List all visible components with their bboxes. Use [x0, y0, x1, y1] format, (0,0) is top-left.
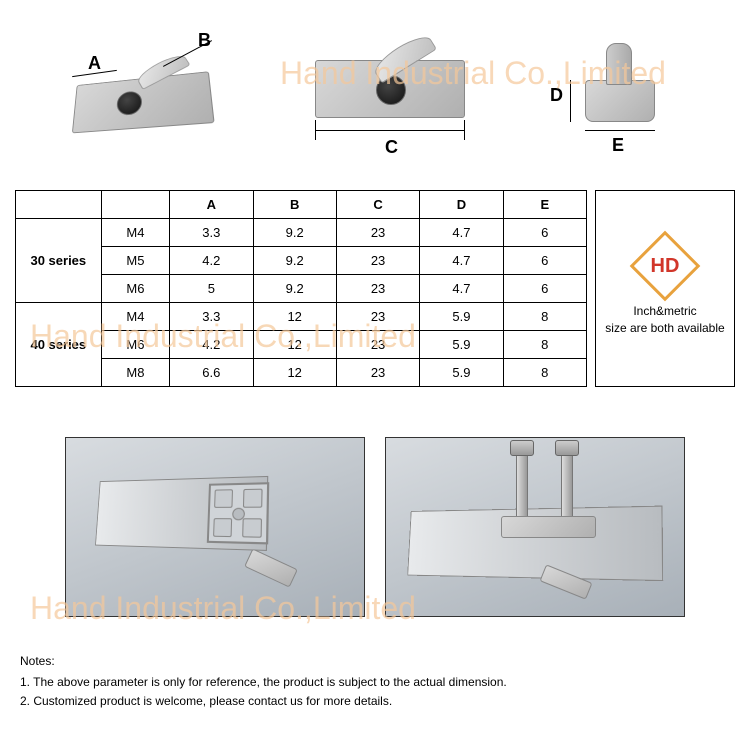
cell: 12: [253, 359, 336, 387]
notes-title: Notes:: [20, 652, 730, 671]
cell: 23: [336, 219, 419, 247]
diagram-view-ab: A B: [60, 25, 240, 145]
cell: 4.7: [420, 219, 503, 247]
series-cell: 30 series: [16, 219, 102, 303]
dim-label-c: C: [385, 137, 398, 158]
col-header: B: [253, 191, 336, 219]
dim-label-e: E: [612, 135, 624, 156]
cell: 9.2: [253, 219, 336, 247]
cell: 23: [336, 275, 419, 303]
cell: 8: [503, 303, 586, 331]
cell: M5: [101, 247, 170, 275]
side-line2: size are both available: [605, 320, 724, 337]
note-item: 2. Customized product is welcome, please…: [20, 692, 730, 711]
cell: 12: [253, 331, 336, 359]
cell: M4: [101, 219, 170, 247]
table-row: M8 6.6 12 23 5.9 8: [16, 359, 587, 387]
table-row: 40 series M4 3.3 12 23 5.9 8: [16, 303, 587, 331]
cell: 6: [503, 247, 586, 275]
logo-text: HD: [651, 254, 680, 277]
cell: 5.9: [420, 331, 503, 359]
cell: 5.9: [420, 303, 503, 331]
notes-section: Notes: 1. The above parameter is only fo…: [0, 637, 750, 712]
table-row: M6 5 9.2 23 4.7 6: [16, 275, 587, 303]
cell: 4.2: [170, 247, 253, 275]
application-photos: [0, 387, 750, 637]
cell: 9.2: [253, 247, 336, 275]
cell: M8: [101, 359, 170, 387]
photo-right: [385, 437, 685, 617]
cell: 3.3: [170, 219, 253, 247]
col-header: E: [503, 191, 586, 219]
cell: 23: [336, 331, 419, 359]
dim-label-d: D: [550, 85, 563, 106]
cell: 5: [170, 275, 253, 303]
side-line1: Inch&metric: [605, 303, 724, 320]
diagram-view-de: D E: [540, 25, 690, 145]
table-row: 30 series M4 3.3 9.2 23 4.7 6: [16, 219, 587, 247]
cell: 9.2: [253, 275, 336, 303]
cell: 23: [336, 303, 419, 331]
col-header: C: [336, 191, 419, 219]
cell: 8: [503, 331, 586, 359]
col-header: [16, 191, 102, 219]
diagram-view-c: C: [300, 25, 480, 145]
note-item: 1. The above parameter is only for refer…: [20, 673, 730, 692]
photo-left: [65, 437, 365, 617]
dimension-diagrams: A B C D E: [0, 0, 750, 180]
spec-table-section: A B C D E 30 series M4 3.3 9.2 23 4.7 6 …: [0, 190, 750, 387]
cell: M4: [101, 303, 170, 331]
cell: 3.3: [170, 303, 253, 331]
logo-icon: HD: [630, 230, 701, 301]
cell: 6: [503, 219, 586, 247]
cell: 6.6: [170, 359, 253, 387]
availability-box: HD Inch&metric size are both available: [595, 190, 735, 387]
cell: 8: [503, 359, 586, 387]
cell: 6: [503, 275, 586, 303]
cell: M6: [101, 331, 170, 359]
col-header: A: [170, 191, 253, 219]
cell: 23: [336, 359, 419, 387]
table-row: M6 4.2 12 23 5.9 8: [16, 331, 587, 359]
cell: M6: [101, 275, 170, 303]
spec-table: A B C D E 30 series M4 3.3 9.2 23 4.7 6 …: [15, 190, 587, 387]
cell: 4.7: [420, 247, 503, 275]
cell: 4.2: [170, 331, 253, 359]
dim-label-a: A: [88, 53, 101, 74]
cell: 23: [336, 247, 419, 275]
series-cell: 40 series: [16, 303, 102, 387]
cell: 5.9: [420, 359, 503, 387]
col-header: D: [420, 191, 503, 219]
cell: 4.7: [420, 275, 503, 303]
table-header-row: A B C D E: [16, 191, 587, 219]
cell: 12: [253, 303, 336, 331]
table-row: M5 4.2 9.2 23 4.7 6: [16, 247, 587, 275]
col-header: [101, 191, 170, 219]
